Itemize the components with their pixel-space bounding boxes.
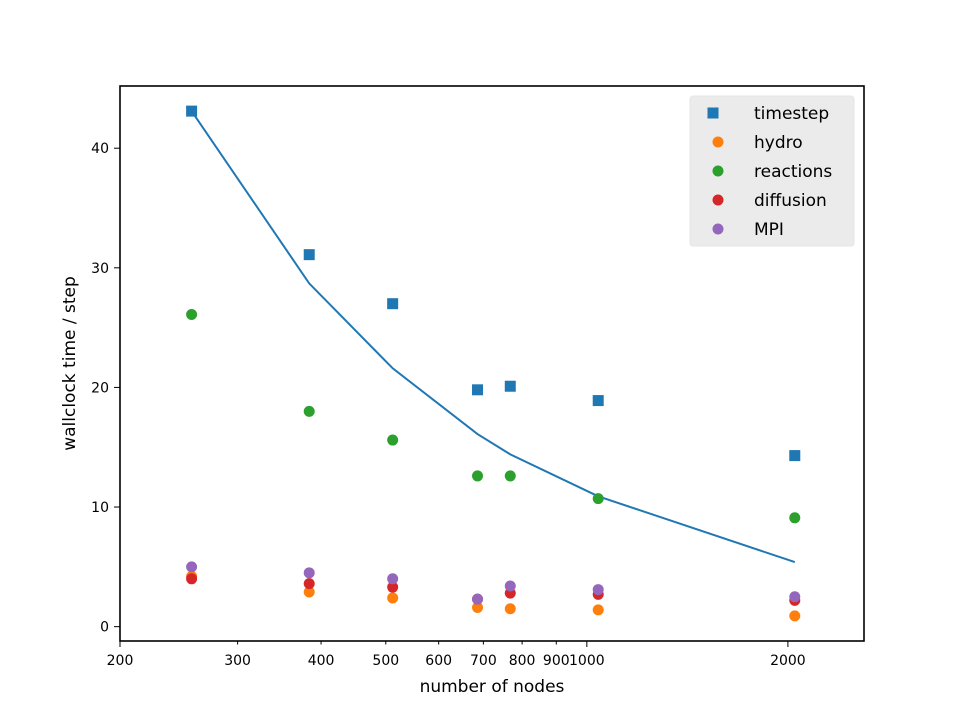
axes: 200 300 400 500 600 700 800 900 1000 2000 0 10 20 30 4…	[91, 85, 865, 669]
y-tick-label: 20	[91, 380, 109, 396]
point-hydro	[504, 603, 516, 615]
y-axis-label: wallclock time / step	[60, 276, 80, 451]
legend-label-hydro: hydro	[754, 133, 803, 153]
x-tick-label: 600	[425, 653, 452, 669]
x-tick-label: 1000	[569, 653, 605, 669]
point-reactions	[789, 512, 801, 524]
x-tick-label: 800	[509, 653, 536, 669]
legend-marker-diffusion	[712, 194, 724, 206]
legend-box	[689, 95, 855, 247]
point-reactions	[303, 405, 315, 417]
point-reactions	[592, 493, 604, 505]
plot-frame	[119, 85, 865, 642]
point-timestep	[186, 105, 198, 117]
y-tick-label: 0	[100, 620, 109, 636]
point-hydro	[387, 592, 399, 604]
y-tick-label: 40	[91, 141, 109, 157]
point-reactions	[186, 308, 198, 320]
point-timestep	[789, 450, 801, 462]
point-timestep	[303, 249, 315, 261]
point-reactions	[472, 470, 484, 482]
x-tick-label: 300	[224, 653, 251, 669]
legend-marker-timestep	[707, 107, 719, 119]
point-timestep	[504, 380, 516, 392]
legend-label-timestep: timestep	[754, 104, 829, 124]
x-tick-label: 700	[470, 653, 497, 669]
point-hydro	[472, 602, 484, 614]
x-tick-label: 2000	[770, 653, 806, 669]
x-tick-label: 900	[543, 653, 570, 669]
legend-marker-hydro	[712, 136, 724, 148]
point-mpi	[186, 561, 198, 573]
point-hydro	[303, 586, 315, 598]
point-timestep	[592, 395, 604, 407]
point-mpi	[303, 567, 315, 579]
point-mpi	[789, 591, 801, 603]
legend-label-diffusion: diffusion	[754, 191, 827, 211]
point-mpi	[387, 573, 399, 585]
y-tick-label: 30	[91, 261, 109, 277]
point-mpi	[504, 580, 516, 592]
point-diffusion	[303, 578, 315, 590]
point-timestep	[387, 298, 399, 310]
point-diffusion	[387, 581, 399, 593]
legend-label-mpi: MPI	[754, 220, 784, 240]
point-mpi	[592, 584, 604, 596]
point-hydro	[789, 610, 801, 622]
x-tick-label: 500	[372, 653, 399, 669]
x-axis-label: number of nodes	[420, 677, 565, 697]
point-reactions	[504, 470, 516, 482]
point-timestep	[472, 384, 484, 396]
plot-area	[186, 105, 801, 622]
legend-marker-reactions	[712, 165, 724, 177]
legend-marker-mpi	[712, 223, 724, 235]
point-hydro	[592, 604, 604, 616]
point-mpi	[472, 593, 484, 605]
point-diffusion	[186, 573, 198, 585]
legend-label-reactions: reactions	[754, 162, 832, 182]
x-tick-label: 200	[107, 653, 134, 669]
point-reactions	[387, 434, 399, 446]
y-tick-label: 10	[91, 500, 109, 516]
legend: timestep hydro reactions diffusion MPI	[689, 95, 855, 247]
x-tick-label: 400	[308, 653, 335, 669]
